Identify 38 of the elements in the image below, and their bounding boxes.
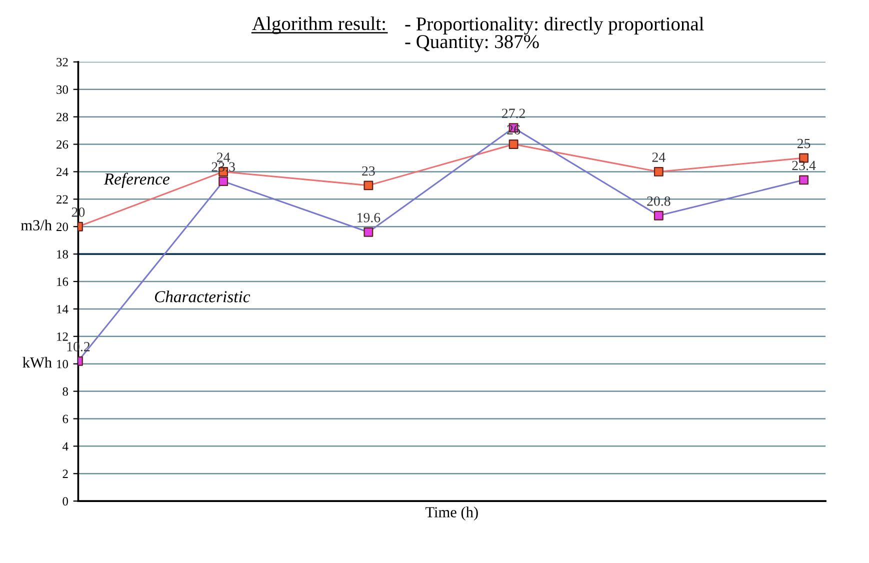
y-tick-label: 14 (57, 305, 68, 314)
point (364, 180, 374, 190)
x-axis-title: Time (h) (425, 506, 478, 520)
data-label: 27.2 (502, 108, 525, 118)
point (654, 166, 664, 176)
data-label: 24 (216, 152, 230, 162)
y-tick-label: 12 (57, 332, 68, 341)
point (364, 227, 374, 237)
data-label: 23.3 (212, 162, 235, 172)
chart-title: Algorithm result: (252, 16, 385, 34)
y-tick-label: 18 (57, 250, 68, 259)
y-tick-label: 24 (56, 168, 68, 176)
chart-subtitle: - Proportionality: directly proportional - Quantity: 387% (405, 16, 704, 52)
y-tick-label: 16 (57, 278, 68, 286)
y-tick-label: 8 (62, 387, 68, 396)
y-tick-label: 20 (56, 222, 68, 232)
y-tick-label: 2 (62, 470, 68, 478)
data-label: 19.6 (358, 212, 380, 222)
y-tick-label: 22 (56, 195, 68, 204)
y-tick-label: 6 (62, 414, 68, 424)
series-label: Reference (104, 172, 170, 188)
point (508, 140, 518, 149)
y-tick-label: 10 (57, 360, 68, 368)
y-tick-label: 26 (56, 140, 68, 149)
y-tick-label: 0 (62, 497, 68, 506)
point (799, 175, 809, 185)
y-tick-label: 30 (56, 85, 68, 94)
text: kWh (22, 356, 52, 368)
y-tick-label: 28 (56, 112, 68, 122)
series-label: Characteristic (154, 290, 250, 302)
y-tick-label: 4 (62, 442, 68, 451)
data-label: 23.4 (792, 160, 816, 170)
data-label: 24 (652, 152, 666, 162)
point (654, 210, 664, 220)
data-label: 26 (507, 125, 520, 135)
y-tick-label: 32 (56, 58, 68, 66)
y-axis-title: m3/h (20, 220, 52, 230)
point (218, 176, 228, 186)
